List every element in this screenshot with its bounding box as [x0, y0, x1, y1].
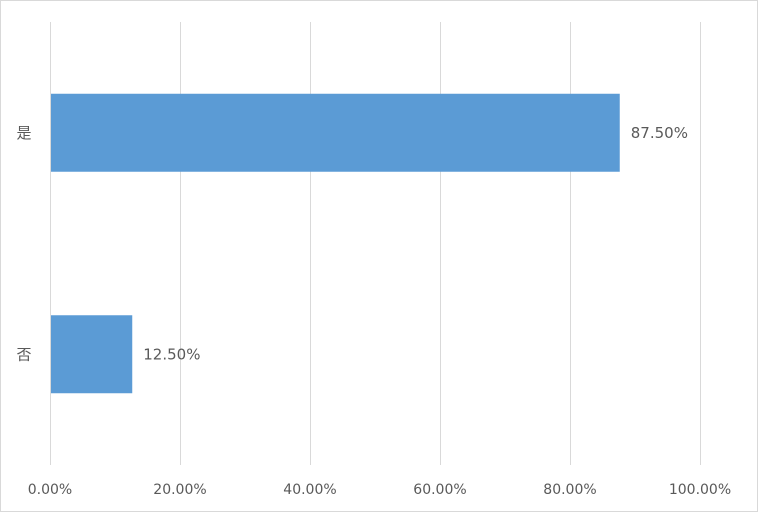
x-tick-label-4: 80.00%: [543, 482, 596, 498]
labels: 0.00% 20.00% 40.00% 60.00% 80.00% 100.00% 是 87.…: [16, 124, 731, 498]
category-label-1: 否: [16, 345, 31, 363]
bars: [51, 93, 620, 394]
x-tick-label-2: 40.00%: [283, 482, 336, 498]
gridlines: [50, 22, 701, 465]
x-tick-label-3: 60.00%: [413, 482, 466, 498]
bar-0: [51, 93, 620, 172]
data-label-0: 87.50%: [631, 124, 688, 142]
data-label-1: 12.50%: [143, 345, 200, 363]
x-tick-label-1: 20.00%: [153, 482, 206, 498]
x-tick-label-5: 100.00%: [669, 482, 731, 498]
x-tick-label-0: 0.00%: [28, 482, 72, 498]
bar-1: [51, 315, 133, 394]
category-label-0: 是: [16, 124, 31, 142]
